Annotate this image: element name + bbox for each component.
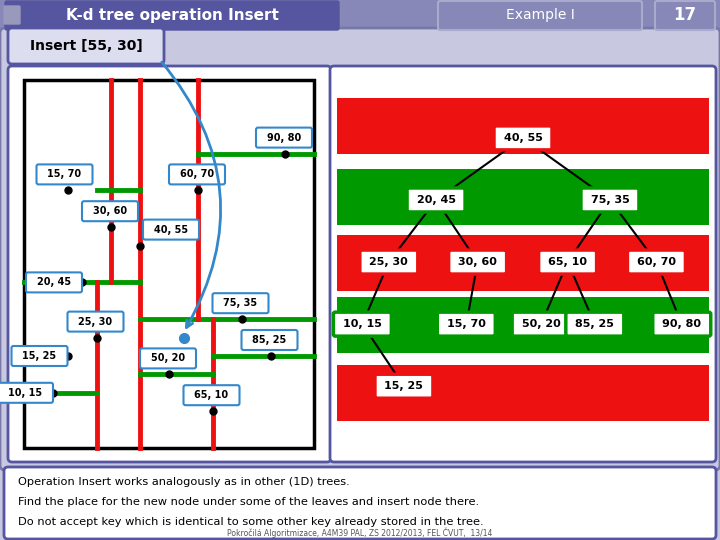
FancyBboxPatch shape <box>169 164 225 184</box>
Text: 25, 30: 25, 30 <box>78 316 112 327</box>
Text: 65, 10: 65, 10 <box>194 390 228 400</box>
Text: 30, 60: 30, 60 <box>458 257 497 267</box>
FancyBboxPatch shape <box>655 1 715 30</box>
Text: 85, 25: 85, 25 <box>253 335 287 345</box>
Text: 75, 35: 75, 35 <box>590 195 629 205</box>
FancyBboxPatch shape <box>0 28 720 470</box>
Text: 15, 25: 15, 25 <box>22 351 57 361</box>
FancyBboxPatch shape <box>539 250 597 274</box>
FancyBboxPatch shape <box>68 312 124 332</box>
Text: Pokročilá Algoritmizace, A4M39 PAL, ZS 2012/2013, FEL ČVUT,  13/14: Pokročilá Algoritmizace, A4M39 PAL, ZS 2… <box>228 528 492 538</box>
FancyBboxPatch shape <box>5 1 339 30</box>
FancyBboxPatch shape <box>566 312 624 336</box>
Text: Insert [55, 30]: Insert [55, 30] <box>30 39 143 53</box>
FancyBboxPatch shape <box>330 66 716 462</box>
FancyBboxPatch shape <box>212 293 269 313</box>
Text: Operation Insert works analogously as in other (1D) trees.: Operation Insert works analogously as in… <box>18 477 350 487</box>
Text: 30, 60: 30, 60 <box>93 206 127 216</box>
Text: 15, 70: 15, 70 <box>48 170 81 179</box>
Text: 25, 30: 25, 30 <box>369 257 408 267</box>
FancyBboxPatch shape <box>37 164 92 184</box>
FancyBboxPatch shape <box>581 188 639 212</box>
FancyBboxPatch shape <box>407 188 465 212</box>
FancyBboxPatch shape <box>375 374 433 398</box>
Bar <box>337 235 709 291</box>
Text: 65, 10: 65, 10 <box>548 257 587 267</box>
Text: 20, 45: 20, 45 <box>37 278 71 287</box>
FancyBboxPatch shape <box>82 201 138 221</box>
Text: 10, 15: 10, 15 <box>343 319 382 329</box>
Text: 90, 80: 90, 80 <box>662 319 701 329</box>
Text: 60, 70: 60, 70 <box>180 170 214 179</box>
Text: 15, 25: 15, 25 <box>384 381 423 391</box>
Text: 50, 20: 50, 20 <box>522 319 560 329</box>
FancyBboxPatch shape <box>653 312 711 336</box>
FancyBboxPatch shape <box>512 312 570 336</box>
FancyBboxPatch shape <box>8 28 164 64</box>
Bar <box>337 98 709 154</box>
Bar <box>337 365 709 421</box>
Text: Example I: Example I <box>505 9 575 23</box>
Text: Find the place for the new node under some of the leaves and insert node there.: Find the place for the new node under so… <box>18 497 479 507</box>
Text: 15, 70: 15, 70 <box>447 319 486 329</box>
Text: 17: 17 <box>673 6 696 24</box>
FancyBboxPatch shape <box>4 467 716 539</box>
Text: K-d tree operation Insert: K-d tree operation Insert <box>66 8 279 23</box>
FancyBboxPatch shape <box>360 250 418 274</box>
FancyBboxPatch shape <box>140 348 196 368</box>
Bar <box>337 170 709 225</box>
Text: 60, 70: 60, 70 <box>637 257 676 267</box>
Text: 20, 45: 20, 45 <box>417 195 456 205</box>
FancyBboxPatch shape <box>12 346 68 366</box>
FancyBboxPatch shape <box>4 6 20 24</box>
FancyBboxPatch shape <box>143 220 199 240</box>
FancyBboxPatch shape <box>333 312 392 336</box>
Bar <box>0 0 720 30</box>
Text: 75, 35: 75, 35 <box>223 298 258 308</box>
Text: 50, 20: 50, 20 <box>151 353 185 363</box>
FancyBboxPatch shape <box>627 250 685 274</box>
FancyBboxPatch shape <box>0 383 53 403</box>
FancyBboxPatch shape <box>437 312 495 336</box>
Bar <box>24 80 314 448</box>
FancyBboxPatch shape <box>26 272 82 292</box>
Text: Do not accept key which is identical to some other key already stored in the tre: Do not accept key which is identical to … <box>18 517 484 527</box>
FancyBboxPatch shape <box>438 1 642 30</box>
FancyBboxPatch shape <box>256 127 312 147</box>
Text: 10, 15: 10, 15 <box>8 388 42 398</box>
FancyBboxPatch shape <box>8 66 331 462</box>
FancyBboxPatch shape <box>184 385 240 405</box>
FancyBboxPatch shape <box>494 126 552 150</box>
FancyArrowPatch shape <box>162 62 220 327</box>
Text: 85, 25: 85, 25 <box>575 319 614 329</box>
Text: 40, 55: 40, 55 <box>154 225 188 234</box>
Text: 90, 80: 90, 80 <box>267 133 301 143</box>
Bar <box>337 298 709 353</box>
Text: 40, 55: 40, 55 <box>503 133 542 143</box>
FancyBboxPatch shape <box>241 330 297 350</box>
FancyBboxPatch shape <box>449 250 507 274</box>
